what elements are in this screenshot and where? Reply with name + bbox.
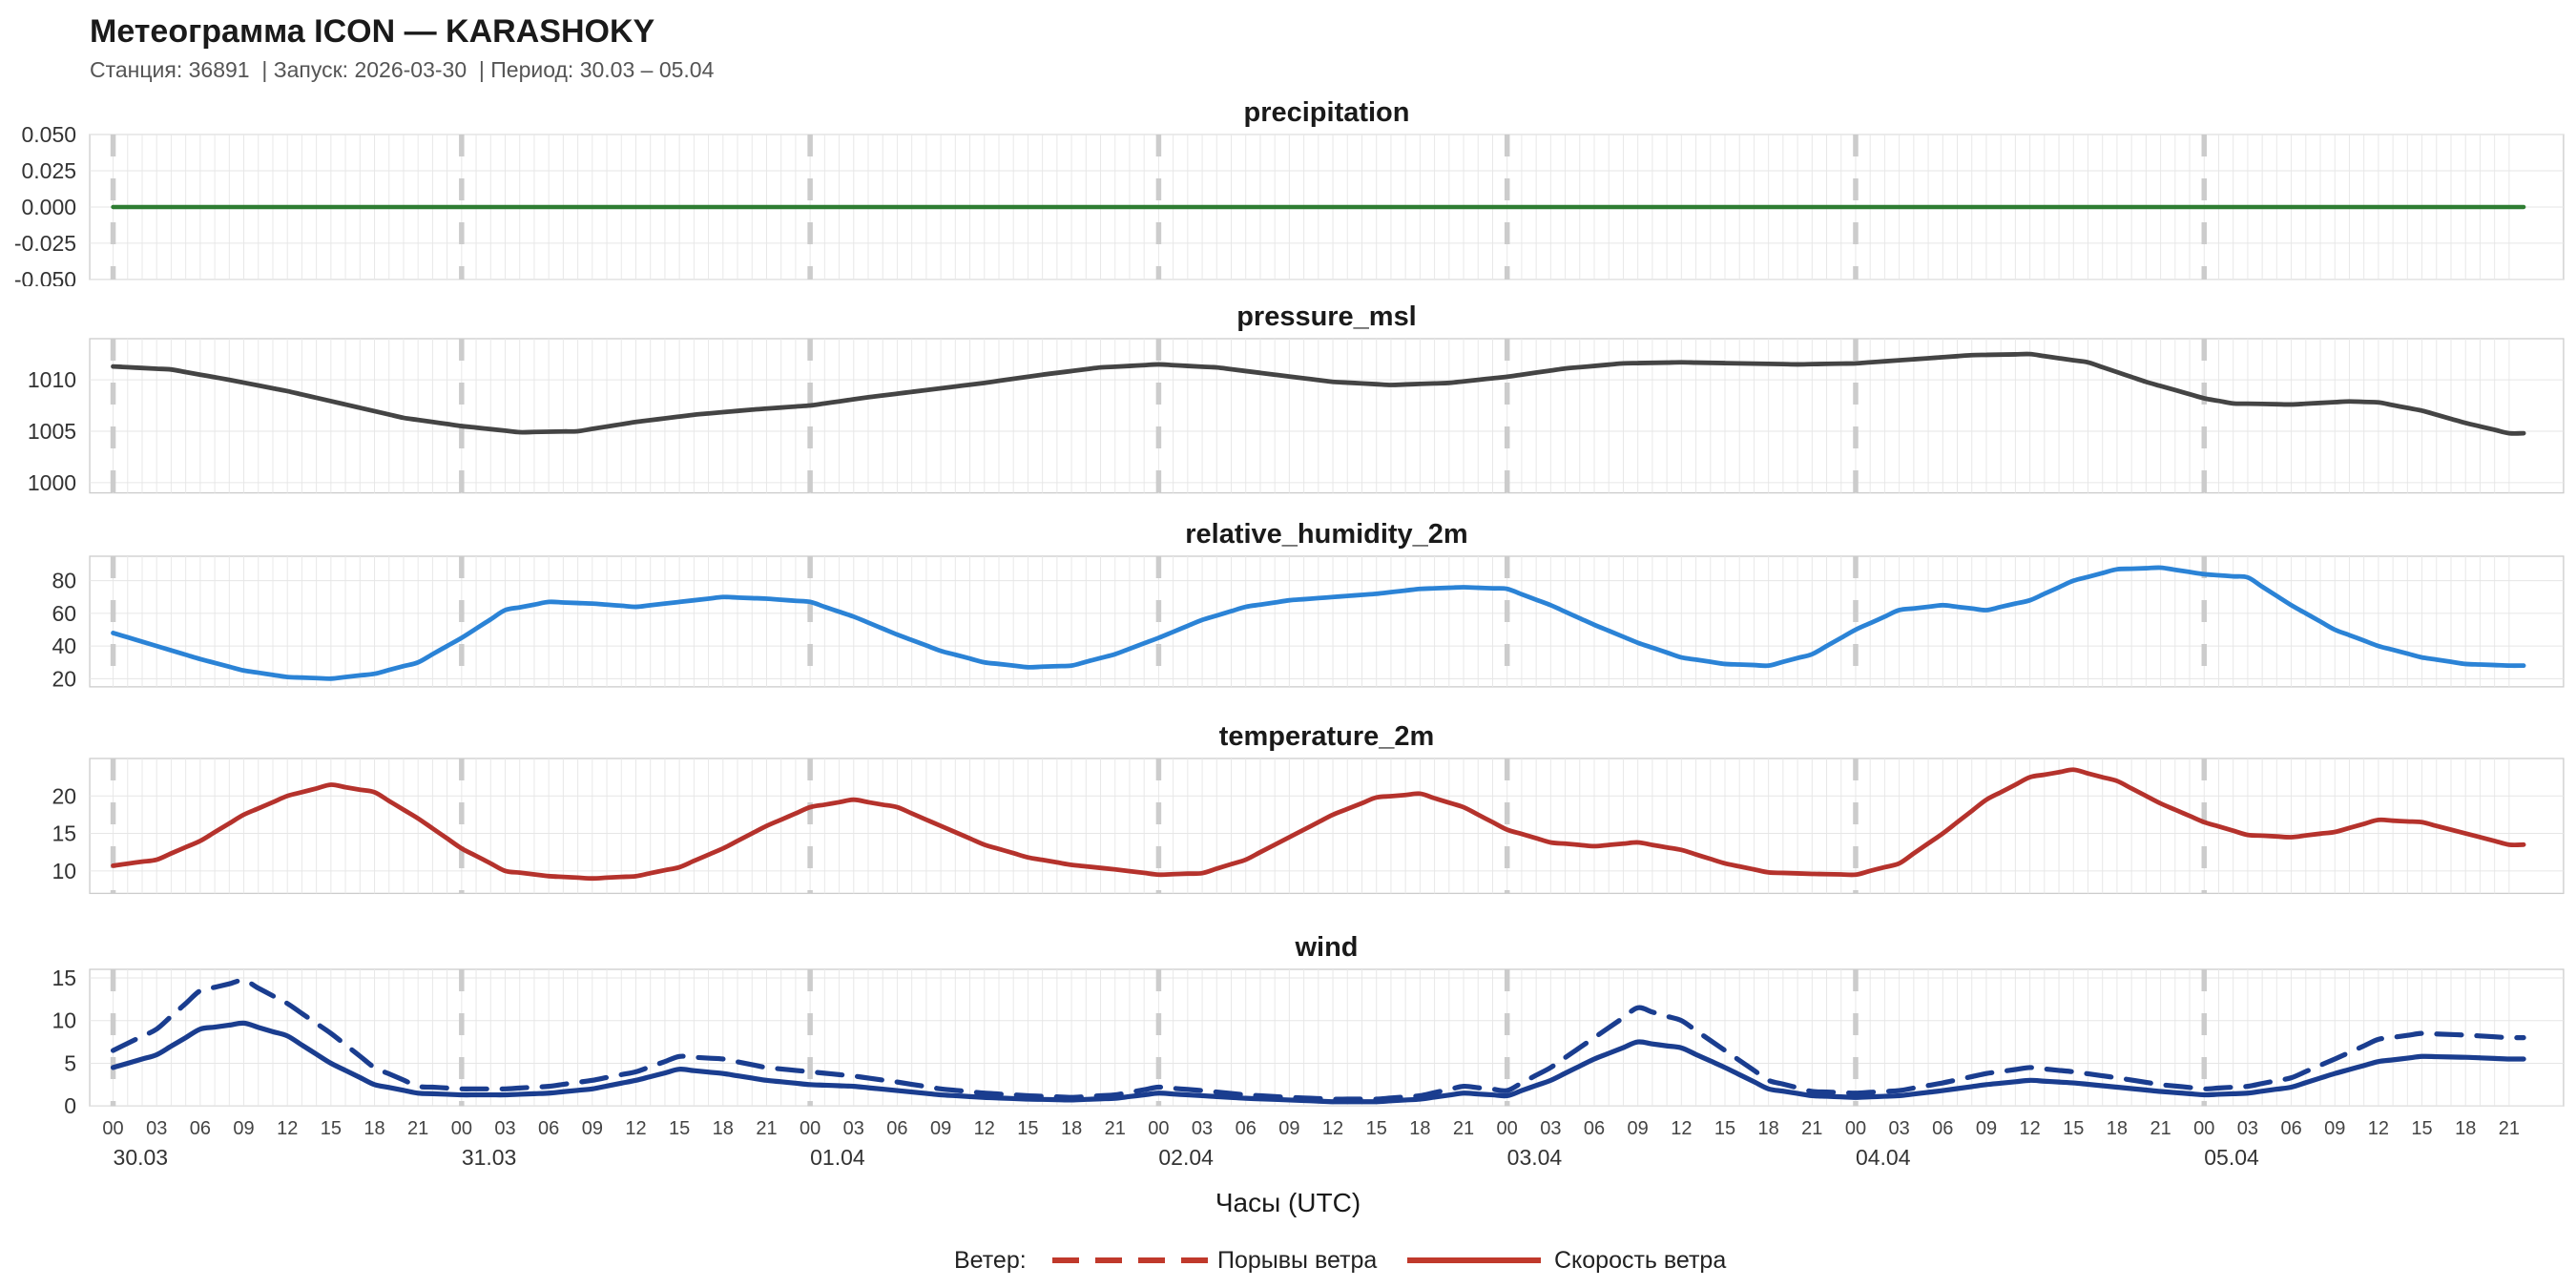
- svg-text:03: 03: [843, 1118, 864, 1139]
- svg-text:15: 15: [321, 1118, 342, 1139]
- svg-text:15: 15: [52, 821, 76, 846]
- svg-text:06: 06: [1584, 1118, 1605, 1139]
- svg-text:21: 21: [756, 1118, 777, 1139]
- svg-text:15: 15: [2063, 1118, 2084, 1139]
- svg-text:40: 40: [52, 634, 76, 658]
- svg-text:21: 21: [1453, 1118, 1474, 1139]
- svg-text:wind: wind: [1294, 932, 1358, 963]
- svg-text:18: 18: [2107, 1118, 2128, 1139]
- svg-text:00: 00: [102, 1118, 123, 1139]
- svg-text:15: 15: [52, 966, 76, 990]
- svg-text:1000: 1000: [28, 470, 76, 495]
- svg-text:03: 03: [1889, 1118, 1910, 1139]
- svg-text:05.04: 05.04: [2204, 1145, 2259, 1170]
- svg-text:09: 09: [1278, 1118, 1299, 1139]
- svg-text:-0.025: -0.025: [14, 230, 76, 255]
- svg-text:18: 18: [1061, 1118, 1082, 1139]
- svg-text:03: 03: [146, 1118, 167, 1139]
- svg-text:00: 00: [451, 1118, 472, 1139]
- svg-text:1010: 1010: [28, 367, 76, 392]
- svg-text:60: 60: [52, 601, 76, 626]
- svg-text:relative_humidity_2m: relative_humidity_2m: [1185, 519, 1467, 550]
- svg-text:0.000: 0.000: [22, 194, 77, 218]
- svg-text:pressure_msl: pressure_msl: [1236, 301, 1417, 332]
- svg-text:03: 03: [1540, 1118, 1561, 1139]
- svg-text:18: 18: [2455, 1118, 2476, 1139]
- svg-text:10: 10: [52, 859, 76, 883]
- svg-text:20: 20: [52, 784, 76, 809]
- svg-text:21: 21: [1105, 1118, 1126, 1139]
- svg-text:09: 09: [1628, 1118, 1649, 1139]
- svg-text:09: 09: [233, 1118, 254, 1139]
- svg-text:15: 15: [669, 1118, 690, 1139]
- svg-text:20: 20: [52, 666, 76, 691]
- svg-text:temperature_2m: temperature_2m: [1219, 721, 1435, 752]
- svg-text:00: 00: [800, 1118, 821, 1139]
- svg-text:0.025: 0.025: [22, 157, 77, 182]
- svg-text:30.03: 30.03: [114, 1145, 169, 1170]
- svg-text:0: 0: [64, 1093, 76, 1118]
- svg-text:21: 21: [1801, 1118, 1822, 1139]
- svg-text:01.04: 01.04: [810, 1145, 865, 1170]
- svg-text:12: 12: [625, 1118, 646, 1139]
- svg-text:09: 09: [930, 1118, 951, 1139]
- svg-text:03.04: 03.04: [1507, 1145, 1563, 1170]
- svg-text:12: 12: [1671, 1118, 1692, 1139]
- svg-text:15: 15: [1714, 1118, 1735, 1139]
- svg-text:0.050: 0.050: [22, 121, 77, 146]
- svg-text:Скорость ветра: Скорость ветра: [1554, 1247, 1726, 1274]
- svg-text:06: 06: [1236, 1118, 1257, 1139]
- svg-text:03: 03: [2237, 1118, 2258, 1139]
- svg-text:10: 10: [52, 1008, 76, 1032]
- svg-text:03: 03: [1192, 1118, 1213, 1139]
- svg-text:06: 06: [2280, 1118, 2301, 1139]
- svg-text:09: 09: [2324, 1118, 2345, 1139]
- svg-text:12: 12: [974, 1118, 995, 1139]
- svg-text:00: 00: [2193, 1118, 2214, 1139]
- svg-text:Порывы ветра: Порывы ветра: [1217, 1247, 1377, 1274]
- svg-text:15: 15: [1017, 1118, 1038, 1139]
- svg-text:02.04: 02.04: [1158, 1145, 1214, 1170]
- svg-text:15: 15: [1366, 1118, 1387, 1139]
- svg-text:12: 12: [2368, 1118, 2389, 1139]
- svg-text:Ветер:: Ветер:: [954, 1247, 1027, 1274]
- svg-text:31.03: 31.03: [462, 1145, 517, 1170]
- svg-text:00: 00: [1148, 1118, 1169, 1139]
- svg-text:precipitation: precipitation: [1244, 96, 1410, 127]
- svg-text:09: 09: [1976, 1118, 1997, 1139]
- svg-text:-0.050: -0.050: [14, 266, 76, 286]
- svg-text:80: 80: [52, 569, 76, 593]
- svg-text:21: 21: [2499, 1118, 2520, 1139]
- svg-text:15: 15: [2411, 1118, 2432, 1139]
- svg-text:06: 06: [886, 1118, 907, 1139]
- svg-text:12: 12: [2019, 1118, 2040, 1139]
- svg-text:18: 18: [1409, 1118, 1430, 1139]
- svg-text:18: 18: [1758, 1118, 1779, 1139]
- svg-text:06: 06: [190, 1118, 211, 1139]
- svg-text:00: 00: [1845, 1118, 1866, 1139]
- svg-text:12: 12: [1322, 1118, 1343, 1139]
- svg-text:09: 09: [582, 1118, 603, 1139]
- svg-text:06: 06: [538, 1118, 559, 1139]
- svg-text:04.04: 04.04: [1856, 1145, 1911, 1170]
- svg-text:03: 03: [494, 1118, 515, 1139]
- svg-text:12: 12: [277, 1118, 298, 1139]
- svg-text:21: 21: [2150, 1118, 2171, 1139]
- svg-text:21: 21: [407, 1118, 428, 1139]
- svg-text:00: 00: [1497, 1118, 1518, 1139]
- svg-text:1005: 1005: [28, 419, 76, 444]
- svg-text:5: 5: [64, 1050, 76, 1075]
- svg-text:06: 06: [1932, 1118, 1953, 1139]
- svg-text:18: 18: [713, 1118, 734, 1139]
- svg-text:18: 18: [364, 1118, 384, 1139]
